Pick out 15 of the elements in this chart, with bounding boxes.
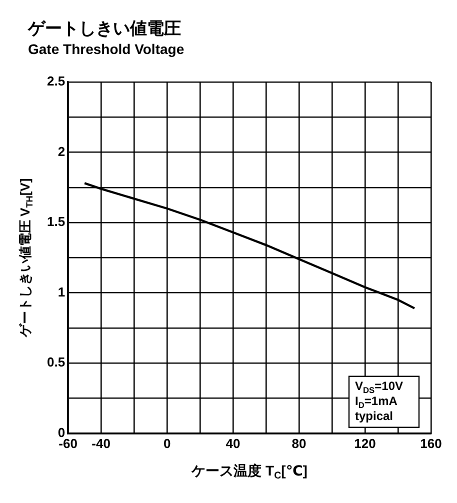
y-tick-label: 2.5 [46, 74, 66, 89]
y-tick-label: 1.5 [46, 214, 66, 230]
x-tick-label: -40 [92, 436, 110, 451]
y-axis-title: ゲートしきい値電圧 VTH[V] [18, 178, 34, 338]
x-tick-label: 40 [226, 436, 240, 451]
y-tick-label: 1 [58, 284, 66, 300]
x-tick-label: 120 [354, 436, 376, 451]
y-tick-label: 0.5 [46, 354, 66, 370]
y-tick-label: 2 [58, 144, 66, 159]
x-tick-label: 80 [292, 436, 306, 451]
x-tick-label: 0 [163, 436, 171, 451]
chart-title: ゲートしきい値電圧 [27, 19, 181, 38]
x-tick-label: 160 [420, 436, 442, 451]
chart-subtitle: Gate Threshold Voltage [28, 41, 184, 57]
annotation: typical [355, 409, 394, 424]
